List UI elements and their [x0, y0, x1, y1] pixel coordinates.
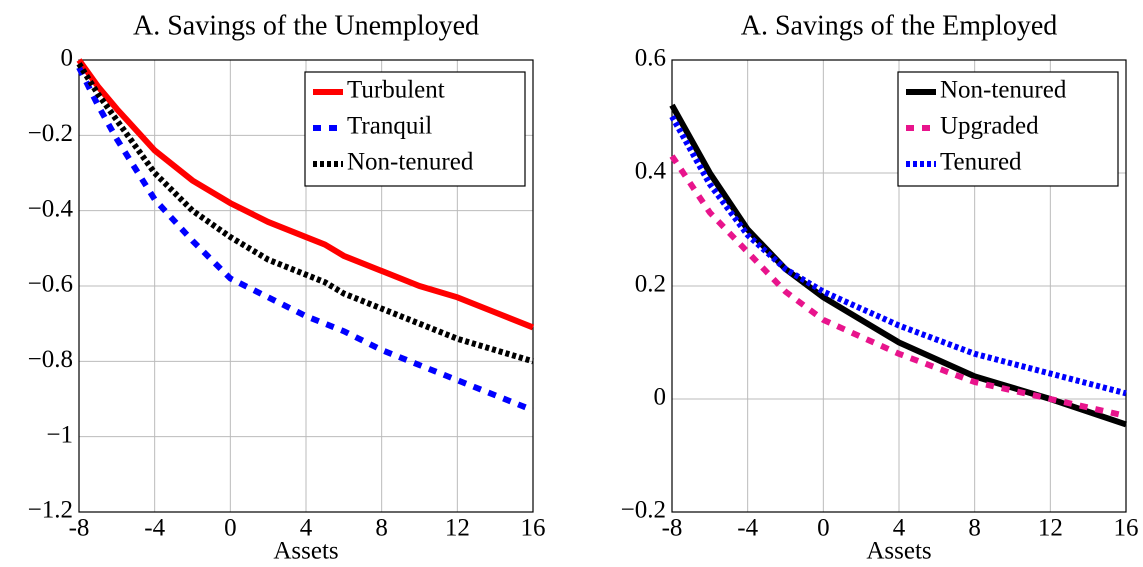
- x-axis-label: Assets: [866, 538, 931, 565]
- series-line: [76, 58, 535, 331]
- x-axis-label: Assets: [273, 538, 338, 565]
- y-tick-label: 0: [61, 45, 74, 72]
- x-tick-label: 0: [817, 515, 830, 542]
- y-tick-label: 0.2: [635, 271, 666, 298]
- legend-label: Non-tenured: [347, 149, 474, 176]
- y-tick-label: −1: [46, 421, 73, 448]
- x-tick-label: 0: [224, 515, 237, 542]
- legend-label: Tenured: [940, 149, 1022, 176]
- legend-label: Tranquil: [347, 113, 432, 140]
- x-tick-label: -8: [662, 515, 683, 542]
- plot-frame: [671, 59, 1127, 513]
- legend-label: Turbulent: [347, 77, 445, 104]
- x-tick-label: 12: [445, 515, 470, 542]
- x-tick-label: -4: [737, 515, 758, 542]
- y-tick-label: −0.8: [28, 346, 73, 373]
- x-tick-label: -4: [144, 515, 165, 542]
- y-tick-label: −1.2: [28, 497, 73, 524]
- x-tick-label: -8: [69, 515, 90, 542]
- legend-label: Upgraded: [940, 113, 1039, 140]
- x-tick-label: 8: [968, 515, 981, 542]
- x-tick-label: 16: [1114, 515, 1139, 542]
- y-tick-label: 0: [654, 384, 667, 411]
- chart-title: A. Savings of the Employed: [741, 10, 1058, 41]
- chart-title: A. Savings of the Unemployed: [133, 10, 479, 41]
- plot-frame: [78, 59, 534, 513]
- y-tick-label: −0.4: [28, 195, 74, 222]
- legend-label: Non-tenured: [940, 77, 1067, 104]
- x-tick-label: 16: [521, 515, 546, 542]
- y-tick-label: 0.6: [635, 45, 666, 72]
- series-line: [76, 66, 535, 414]
- series-line: [76, 62, 534, 365]
- x-tick-label: 12: [1038, 515, 1063, 542]
- x-tick-label: 8: [375, 515, 388, 542]
- y-tick-label: −0.2: [28, 120, 73, 147]
- y-tick-label: −0.6: [28, 271, 73, 298]
- x-tick-label: 4: [300, 515, 313, 542]
- x-tick-label: 4: [893, 515, 906, 542]
- y-tick-label: −0.2: [621, 497, 666, 524]
- series-line: [669, 154, 1127, 419]
- series-line: [669, 115, 1127, 397]
- y-tick-label: 0.4: [635, 158, 667, 185]
